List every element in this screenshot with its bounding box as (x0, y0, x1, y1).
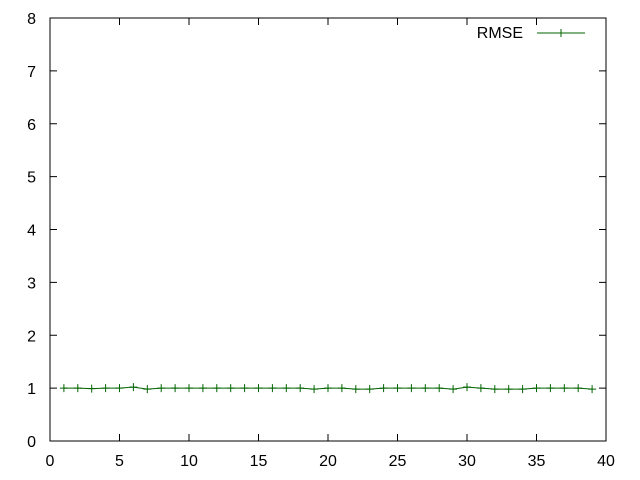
y-tick-label: 3 (27, 275, 36, 292)
y-tick-label: 0 (27, 434, 36, 451)
data-point-marker (588, 385, 597, 394)
legend-marker-rmse (557, 29, 565, 37)
y-tick-label: 5 (27, 170, 36, 187)
data-point-marker (379, 384, 388, 393)
data-point-marker (560, 384, 569, 393)
data-point-marker (324, 384, 332, 393)
data-point-marker (490, 385, 499, 394)
data-point-marker (254, 384, 263, 393)
data-point-marker (310, 385, 319, 394)
data-point-marker (129, 383, 138, 392)
data-point-marker (240, 384, 249, 393)
data-point-marker (337, 384, 346, 393)
data-point-marker (476, 384, 485, 393)
y-tick-label: 7 (27, 64, 36, 81)
data-point-marker (73, 384, 82, 393)
data-point-marker (546, 384, 555, 393)
x-tick-label: 25 (389, 453, 407, 470)
x-tick-label: 20 (319, 453, 337, 470)
series-rmse (59, 383, 597, 394)
data-point-marker (87, 384, 96, 393)
y-tick-label: 1 (27, 381, 36, 398)
x-tick-label: 40 (597, 453, 615, 470)
data-point-marker (296, 384, 305, 393)
y-tick-label: 8 (27, 11, 36, 28)
data-point-marker (532, 384, 541, 393)
y-tick-label: 2 (27, 328, 36, 345)
data-point-marker (435, 384, 444, 393)
x-tick-label: 35 (528, 453, 546, 470)
data-point-marker (393, 384, 402, 393)
data-point-marker (365, 385, 374, 394)
axis-ticks (49, 17, 607, 442)
data-point-marker (226, 384, 235, 393)
x-tick-label: 0 (46, 453, 55, 470)
data-point-marker (449, 385, 458, 394)
data-point-marker (268, 384, 277, 393)
x-tick-label: 10 (180, 453, 198, 470)
data-point-marker (504, 385, 513, 394)
data-point-marker (157, 384, 166, 393)
y-tick-label: 6 (27, 117, 36, 134)
data-point-marker (59, 384, 68, 393)
data-point-marker (282, 384, 291, 393)
data-point-marker (407, 384, 416, 393)
legend-label-rmse: RMSE (477, 25, 523, 42)
y-tick-label: 4 (27, 223, 36, 240)
data-point-marker (351, 385, 360, 394)
data-point-marker (463, 383, 471, 392)
data-point-marker (115, 384, 124, 393)
data-point-marker (101, 384, 110, 393)
tick-labels: 0 5 10 15 20 25 30 35 40 0 1 2 3 4 5 6 7 8 (27, 11, 615, 470)
data-point-marker (143, 385, 152, 394)
x-tick-label: 30 (458, 453, 476, 470)
data-point-marker (574, 384, 583, 393)
data-point-marker (198, 384, 207, 393)
data-point-marker (171, 384, 180, 393)
x-tick-label: 5 (115, 453, 124, 470)
data-point-marker (518, 385, 527, 394)
data-point-marker (185, 384, 193, 393)
legend: RMSE (477, 25, 585, 42)
data-point-marker (421, 384, 430, 393)
data-point-marker (212, 384, 221, 393)
plot-frame (49, 17, 607, 442)
x-tick-label: 15 (250, 453, 268, 470)
